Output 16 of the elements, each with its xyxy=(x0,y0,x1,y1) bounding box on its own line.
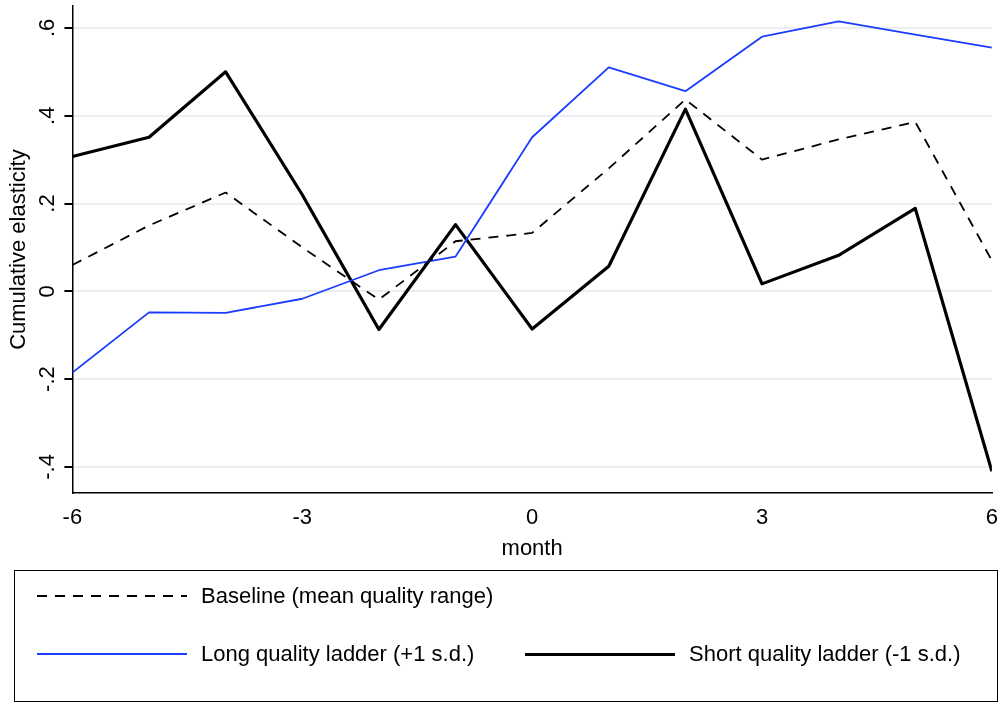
legend-label: Long quality ladder (+1 s.d.) xyxy=(201,641,475,667)
y-tick-label: -.4 xyxy=(34,454,60,480)
x-tick-label: 3 xyxy=(755,504,769,530)
x-tick-label: -3 xyxy=(292,504,313,530)
y-tick-label: .6 xyxy=(34,18,60,38)
legend-label: Baseline (mean quality range) xyxy=(201,583,494,609)
y-tick-label: .2 xyxy=(34,194,60,213)
x-tick-label: 6 xyxy=(985,504,999,530)
y-tick-label: .4 xyxy=(34,106,60,125)
legend-label: Short quality ladder (-1 s.d.) xyxy=(689,641,961,667)
x-tick-label: -6 xyxy=(62,504,83,530)
x-axis-title: month xyxy=(501,534,563,560)
y-tick-label: 0 xyxy=(34,285,60,298)
x-tick-label: 0 xyxy=(526,504,539,530)
y-axis-title: Cumulative elasticity xyxy=(5,149,31,350)
y-tick-label: -.2 xyxy=(34,366,60,392)
